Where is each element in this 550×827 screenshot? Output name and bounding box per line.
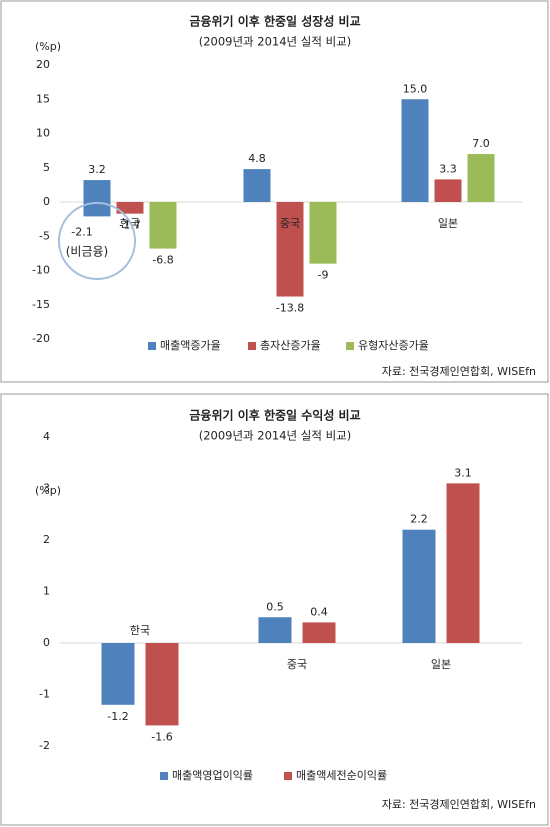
value-label: 4.8 <box>248 152 266 165</box>
value-label: -1.6 <box>151 730 172 743</box>
y-tick-label: -20 <box>32 332 50 345</box>
legend-label: 유형자산증가율 <box>358 339 429 352</box>
value-label: -6.8 <box>152 254 173 267</box>
legend-label: 총자산증가율 <box>260 339 321 352</box>
value-label: -13.8 <box>276 302 304 315</box>
bar <box>446 483 480 643</box>
bar <box>116 202 144 214</box>
y-tick-label: -15 <box>32 298 50 311</box>
value-label: 7.0 <box>472 137 490 150</box>
bar <box>309 202 337 264</box>
value-label: 0.4 <box>310 605 328 618</box>
x-tick-label: 일본 <box>438 216 458 230</box>
value-label: 15.0 <box>403 82 428 95</box>
legend-swatch <box>248 342 256 350</box>
value-label: 3.1 <box>454 466 472 479</box>
chart-title: 금융위기 이후 한중일 수익성 비교 <box>189 408 360 423</box>
y-tick-label: -1 <box>39 688 50 701</box>
annotation-note: (비금융) <box>66 245 108 259</box>
chart-frame <box>0 0 549 383</box>
y-tick-label: -2 <box>39 739 50 752</box>
x-tick-label: 중국 <box>287 658 307 671</box>
bar <box>302 622 336 643</box>
source: 자료: 전국경제인연합회, WISEfn <box>382 365 536 378</box>
y-tick-label: 0 <box>43 636 50 649</box>
x-tick-label: 일본 <box>431 657 451 671</box>
y-tick-label: -5 <box>39 229 50 242</box>
legend-swatch <box>148 342 156 350</box>
source: 자료: 전국경제인연합회, WISEfn <box>382 798 536 811</box>
unit-label: (%p) <box>35 40 61 53</box>
value-label: 2.2 <box>410 513 428 526</box>
chart-subtitle: (2009년과 2014년 실적 비교) <box>199 429 352 443</box>
bar <box>258 617 292 643</box>
y-tick-label: 2 <box>43 533 50 546</box>
unit-label: (%p) <box>35 484 61 497</box>
bar <box>149 202 177 249</box>
y-tick-label: 15 <box>36 92 50 105</box>
bar <box>401 99 429 202</box>
bar <box>243 169 271 202</box>
value-label: -1.2 <box>107 710 128 723</box>
value-label: 3.2 <box>88 163 106 176</box>
legend-label: 매출액영업이익률 <box>172 769 253 782</box>
y-tick-label: 10 <box>36 127 50 140</box>
bar <box>101 643 135 705</box>
y-tick-label: 0 <box>43 195 50 208</box>
legend-label: 매출액증가율 <box>160 339 221 352</box>
bar <box>402 529 436 643</box>
annotation-label: -2.1 <box>71 225 92 238</box>
x-tick-label: 한국 <box>130 624 150 637</box>
y-tick-label: 3 <box>43 482 50 495</box>
annotation-bar <box>83 202 111 217</box>
chart-frame <box>0 393 549 826</box>
chart-title: 금융위기 이후 한중일 성장성 비교 <box>189 14 360 29</box>
y-tick-label: -10 <box>32 264 50 277</box>
legend-swatch <box>284 772 292 780</box>
bar <box>467 154 495 202</box>
y-tick-label: 5 <box>43 161 50 174</box>
value-label: 3.3 <box>439 162 457 175</box>
y-tick-label: 20 <box>36 58 50 71</box>
y-tick-label: 1 <box>43 585 50 598</box>
bar <box>145 643 179 726</box>
x-tick-label: 중국 <box>280 217 300 230</box>
legend-swatch <box>160 772 168 780</box>
y-tick-label: 4 <box>43 430 50 443</box>
bar <box>276 202 304 297</box>
value-label: 0.5 <box>266 600 284 613</box>
value-label: -9 <box>318 269 329 282</box>
bar <box>83 180 111 202</box>
legend-label: 매출액세전순이익률 <box>296 769 387 782</box>
annotation-circle <box>58 202 136 280</box>
value-label: -1.7 <box>119 219 140 232</box>
legend-swatch <box>346 342 354 350</box>
bar <box>434 179 462 202</box>
chart-subtitle: (2009년과 2014년 실적 비교) <box>199 35 352 49</box>
